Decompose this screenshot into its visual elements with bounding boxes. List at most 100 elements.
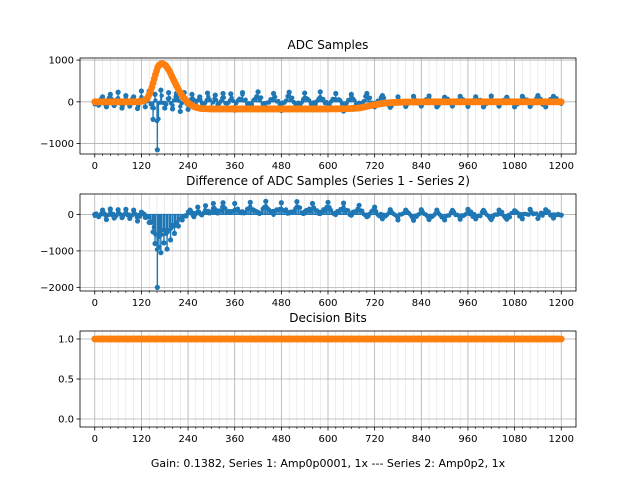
stem-marker [162, 105, 168, 111]
stem-marker [309, 200, 316, 207]
stem-marker [167, 96, 172, 101]
y-tick-label: 1000 [49, 56, 74, 67]
stem-marker [152, 240, 158, 247]
stem-marker [207, 97, 213, 103]
stem-marker [96, 214, 102, 220]
subplot-title: Decision Bits [289, 311, 366, 325]
stem-marker [226, 208, 232, 215]
stem-marker [527, 206, 533, 212]
stem-marker [434, 207, 440, 213]
subplot-title: ADC Samples [288, 38, 369, 52]
stem-marker [535, 92, 541, 99]
x-tick-label: 1200 [549, 298, 574, 309]
x-tick-label: 840 [412, 161, 431, 172]
x-tick-label: 840 [412, 298, 431, 309]
x-tick-label: 720 [365, 161, 384, 172]
stem-marker [99, 94, 106, 100]
plot-area: 0 120 240 360 480 600 720 840 960 1080 1200 −2000 −1… [40, 193, 577, 309]
stem-marker [239, 90, 246, 96]
ticks: 0 120 240 360 480 600 720 840 960 1080 1200 0.0 0.5 1… [58, 335, 574, 446]
stem-marker [202, 203, 209, 209]
stem-marker [107, 206, 113, 212]
series-marker [557, 98, 565, 106]
subplot-adc-samples: ADC Samples 0 120 240 360 480 600 720 840 960 108… [40, 38, 577, 172]
stem-marker [134, 105, 141, 112]
x-tick-label: 120 [132, 434, 151, 445]
ticks: 0 120 240 360 480 600 720 840 960 1080 1200 −1000 0 1… [40, 56, 574, 172]
stem-marker [302, 90, 308, 96]
stem-marker [403, 207, 409, 213]
figure-footer: Gain: 0.1382, Series 1: Amp0p0001, 1x --… [151, 457, 506, 470]
x-tick-label: 0 [92, 434, 98, 445]
plot-area: 0 120 240 360 480 600 720 840 960 1080 1200 0.0 0.5 1… [58, 330, 577, 446]
stem-marker [360, 208, 365, 214]
x-tick-label: 720 [365, 298, 384, 309]
x-tick-label: 960 [458, 434, 477, 445]
stem-marker [488, 216, 494, 223]
stem-marker [119, 105, 125, 111]
subplot-title: Difference of ADC Samples (Series 1 - Se… [186, 174, 470, 188]
stem-marker [127, 215, 133, 222]
stem-marker [364, 214, 370, 220]
x-tick-label: 360 [225, 161, 244, 172]
stem-marker [166, 90, 172, 96]
x-tick-label: 480 [272, 298, 291, 309]
stem-marker [115, 207, 121, 213]
stem-marker [131, 94, 137, 100]
stem-marker [449, 207, 455, 214]
stem-marker [550, 93, 557, 99]
stem-marker [191, 214, 197, 220]
stem-marker [239, 209, 246, 215]
stem-marker [367, 95, 373, 101]
stem-marker [195, 204, 201, 210]
x-tick-label: 840 [412, 434, 431, 445]
x-tick-label: 0 [92, 298, 98, 309]
stem-marker [535, 215, 541, 222]
x-tick-label: 720 [365, 434, 384, 445]
y-tick-label: 0.5 [58, 375, 74, 386]
stem-marker [418, 207, 424, 213]
stem-marker [220, 200, 226, 206]
stem-marker [550, 215, 557, 221]
stem-marker [434, 104, 440, 110]
y-tick-label: −1000 [40, 246, 74, 257]
x-tick-label: 600 [318, 161, 337, 172]
stem-marker [558, 212, 564, 218]
data-layer [92, 198, 564, 290]
stem-marker [103, 216, 110, 223]
stem-marker [103, 104, 110, 110]
stem-marker [286, 89, 292, 95]
subplot-difference: 0 120 240 360 480 600 720 840 960 1080 1200 −2000 −1… [40, 174, 577, 309]
stem-marker [134, 218, 141, 224]
stem-marker [119, 215, 125, 221]
stem-marker [457, 216, 463, 222]
stem-marker [142, 214, 148, 220]
stem-marker [294, 199, 300, 205]
stem-marker [189, 91, 195, 97]
stem-marker [278, 200, 284, 206]
stem-marker [395, 94, 401, 100]
y-tick-label: 1.0 [58, 335, 74, 346]
stem-marker [410, 93, 417, 99]
x-tick-label: 360 [225, 298, 244, 309]
x-tick-label: 240 [179, 434, 198, 445]
stem-marker [348, 212, 354, 218]
stem-marker [283, 207, 289, 212]
stem-marker [161, 240, 167, 246]
stem-marker [519, 216, 525, 222]
stem-marker [204, 90, 211, 96]
stem-marker [255, 89, 261, 95]
stem-marker [123, 206, 129, 212]
stem-marker [171, 230, 178, 236]
stem-marker [185, 106, 191, 112]
stem-marker [480, 104, 487, 110]
y-tick-label: −1000 [40, 139, 74, 150]
stem-marker [290, 95, 295, 101]
stem-marker [247, 199, 253, 205]
x-tick-label: 1080 [502, 298, 527, 309]
stem-marker [340, 200, 347, 206]
stem-marker [270, 90, 277, 97]
stem-marker [263, 198, 269, 204]
stem-marker [154, 284, 160, 290]
